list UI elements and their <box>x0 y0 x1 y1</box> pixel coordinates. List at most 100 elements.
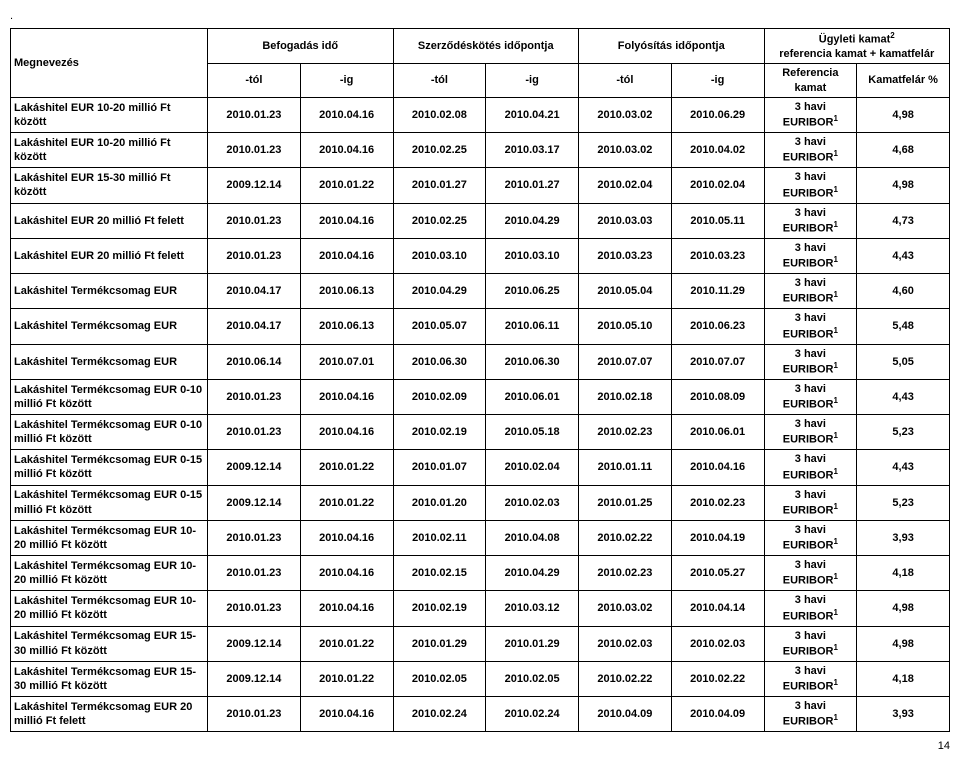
table-row: Lakáshitel Termékcsomag EUR 10-20 millió… <box>11 591 950 626</box>
cell-date: 2010.06.23 <box>671 309 764 344</box>
cell-date: 2010.03.12 <box>486 591 579 626</box>
header-ugyleti-text: Ügyleti kamat <box>819 34 891 46</box>
cell-name: Lakáshitel EUR 20 millió Ft felett <box>11 238 208 273</box>
cell-date: 2010.01.23 <box>208 520 301 555</box>
cell-date: 2010.06.13 <box>300 274 393 309</box>
cell-date: 2010.02.25 <box>393 133 486 168</box>
cell-date: 2010.01.27 <box>393 168 486 203</box>
cell-date: 2010.02.24 <box>393 697 486 732</box>
cell-name: Lakáshitel Termékcsomag EUR 20 millió Ft… <box>11 697 208 732</box>
cell-date: 2010.01.23 <box>208 238 301 273</box>
cell-margin-pct: 4,43 <box>857 450 950 485</box>
cell-reference-rate: 3 havi EURIBOR1 <box>764 238 857 273</box>
header-kamatfelar: Kamatfelár % <box>857 64 950 98</box>
header-refplus: referencia kamat + kamatfelár <box>779 48 934 60</box>
cell-date: 2010.01.22 <box>300 626 393 661</box>
cell-date: 2010.05.04 <box>579 274 672 309</box>
cell-date: 2010.03.23 <box>579 238 672 273</box>
header-befogadas: Befogadás idő <box>208 29 394 64</box>
cell-date: 2010.02.11 <box>393 520 486 555</box>
cell-margin-pct: 5,05 <box>857 344 950 379</box>
cell-date: 2010.04.14 <box>671 591 764 626</box>
cell-name: Lakáshitel EUR 10-20 millió Ft között <box>11 97 208 132</box>
cell-date: 2010.01.23 <box>208 415 301 450</box>
header-ugyleti: Ügyleti kamat2 referencia kamat + kamatf… <box>764 29 950 64</box>
cell-date: 2010.02.19 <box>393 415 486 450</box>
table-row: Lakáshitel Termékcsomag EUR 10-20 millió… <box>11 556 950 591</box>
cell-date: 2010.02.23 <box>579 556 672 591</box>
cell-date: 2010.05.07 <box>393 309 486 344</box>
cell-reference-rate: 3 havi EURIBOR1 <box>764 520 857 555</box>
cell-date: 2010.04.08 <box>486 520 579 555</box>
cell-margin-pct: 5,23 <box>857 485 950 520</box>
cell-date: 2010.04.16 <box>300 97 393 132</box>
cell-reference-rate: 3 havi EURIBOR1 <box>764 344 857 379</box>
cell-name: Lakáshitel Termékcsomag EUR 15-30 millió… <box>11 626 208 661</box>
cell-reference-rate: 3 havi EURIBOR1 <box>764 485 857 520</box>
table-row: Lakáshitel Termékcsomag EUR2010.04.17201… <box>11 309 950 344</box>
cell-date: 2010.02.05 <box>393 661 486 696</box>
cell-date: 2010.07.07 <box>579 344 672 379</box>
cell-date: 2010.02.22 <box>579 520 672 555</box>
cell-date: 2010.01.23 <box>208 697 301 732</box>
table-body: Lakáshitel EUR 10-20 millió Ft között201… <box>11 97 950 732</box>
table-row: Lakáshitel Termékcsomag EUR 15-30 millió… <box>11 626 950 661</box>
cell-name: Lakáshitel EUR 10-20 millió Ft között <box>11 133 208 168</box>
cell-date: 2010.02.05 <box>486 661 579 696</box>
cell-date: 2010.05.18 <box>486 415 579 450</box>
cell-margin-pct: 4,73 <box>857 203 950 238</box>
cell-reference-rate: 3 havi EURIBOR1 <box>764 97 857 132</box>
cell-date: 2010.04.29 <box>393 274 486 309</box>
cell-reference-rate: 3 havi EURIBOR1 <box>764 661 857 696</box>
cell-date: 2010.02.08 <box>393 97 486 132</box>
header-tol-2: -tól <box>393 64 486 98</box>
cell-name: Lakáshitel Termékcsomag EUR 0-15 millió … <box>11 485 208 520</box>
cell-date: 2010.06.29 <box>671 97 764 132</box>
cell-date: 2010.05.27 <box>671 556 764 591</box>
table-row: Lakáshitel Termékcsomag EUR 0-10 millió … <box>11 379 950 414</box>
cell-margin-pct: 4,18 <box>857 556 950 591</box>
cell-name: Lakáshitel Termékcsomag EUR 0-10 millió … <box>11 379 208 414</box>
cell-date: 2010.01.29 <box>486 626 579 661</box>
cell-reference-rate: 3 havi EURIBOR1 <box>764 591 857 626</box>
cell-name: Lakáshitel Termékcsomag EUR 15-30 millió… <box>11 661 208 696</box>
cell-date: 2010.04.17 <box>208 309 301 344</box>
cell-reference-rate: 3 havi EURIBOR1 <box>764 415 857 450</box>
header-ugyleti-sup: 2 <box>890 31 894 40</box>
cell-margin-pct: 4,43 <box>857 379 950 414</box>
cell-date: 2010.02.15 <box>393 556 486 591</box>
table-header: Megnevezés Befogadás idő Szerződéskötés … <box>11 29 950 98</box>
cell-date: 2010.04.16 <box>300 415 393 450</box>
cell-date: 2010.03.10 <box>393 238 486 273</box>
cell-name: Lakáshitel EUR 20 millió Ft felett <box>11 203 208 238</box>
cell-date: 2010.01.29 <box>393 626 486 661</box>
cell-date: 2010.06.13 <box>300 309 393 344</box>
cell-date: 2010.04.29 <box>486 556 579 591</box>
cell-date: 2010.01.23 <box>208 203 301 238</box>
cell-margin-pct: 4,98 <box>857 97 950 132</box>
cell-date: 2010.05.10 <box>579 309 672 344</box>
cell-name: Lakáshitel Termékcsomag EUR 0-15 millió … <box>11 450 208 485</box>
cell-date: 2010.02.18 <box>579 379 672 414</box>
cell-margin-pct: 4,98 <box>857 168 950 203</box>
table-row: Lakáshitel Termékcsomag EUR 0-15 millió … <box>11 450 950 485</box>
cell-margin-pct: 4,18 <box>857 661 950 696</box>
cell-name: Lakáshitel Termékcsomag EUR 10-20 millió… <box>11 591 208 626</box>
cell-date: 2010.03.02 <box>579 133 672 168</box>
cell-margin-pct: 5,23 <box>857 415 950 450</box>
cell-reference-rate: 3 havi EURIBOR1 <box>764 168 857 203</box>
cell-date: 2010.03.03 <box>579 203 672 238</box>
cell-reference-rate: 3 havi EURIBOR1 <box>764 274 857 309</box>
cell-date: 2010.04.16 <box>300 556 393 591</box>
cell-date: 2010.04.16 <box>300 520 393 555</box>
cell-date: 2010.06.01 <box>486 379 579 414</box>
cell-name: Lakáshitel Termékcsomag EUR <box>11 274 208 309</box>
cell-date: 2010.04.09 <box>579 697 672 732</box>
cell-date: 2010.01.23 <box>208 133 301 168</box>
cell-date: 2010.06.25 <box>486 274 579 309</box>
cell-margin-pct: 5,48 <box>857 309 950 344</box>
cell-date: 2010.01.22 <box>300 661 393 696</box>
dot-marker: . <box>10 10 950 22</box>
table-row: Lakáshitel EUR 20 millió Ft felett2010.0… <box>11 203 950 238</box>
cell-date: 2010.06.11 <box>486 309 579 344</box>
